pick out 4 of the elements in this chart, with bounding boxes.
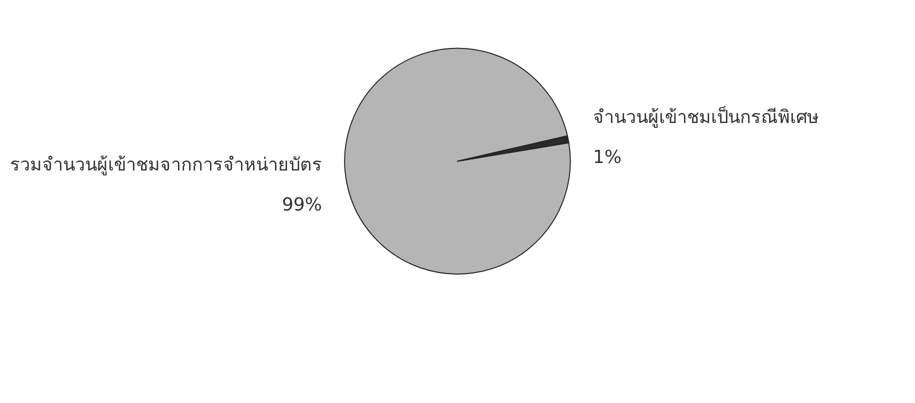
slice-label: จำนวนผู้เข้าชมเป็นกรณีพิเศษ — [593, 104, 819, 128]
data-label: 1% — [593, 146, 622, 168]
data-label: 99% — [282, 194, 322, 216]
slice-label: รวมจำนวนผู้เข้าชมจากการจำหน่ายบัตร — [10, 154, 322, 176]
